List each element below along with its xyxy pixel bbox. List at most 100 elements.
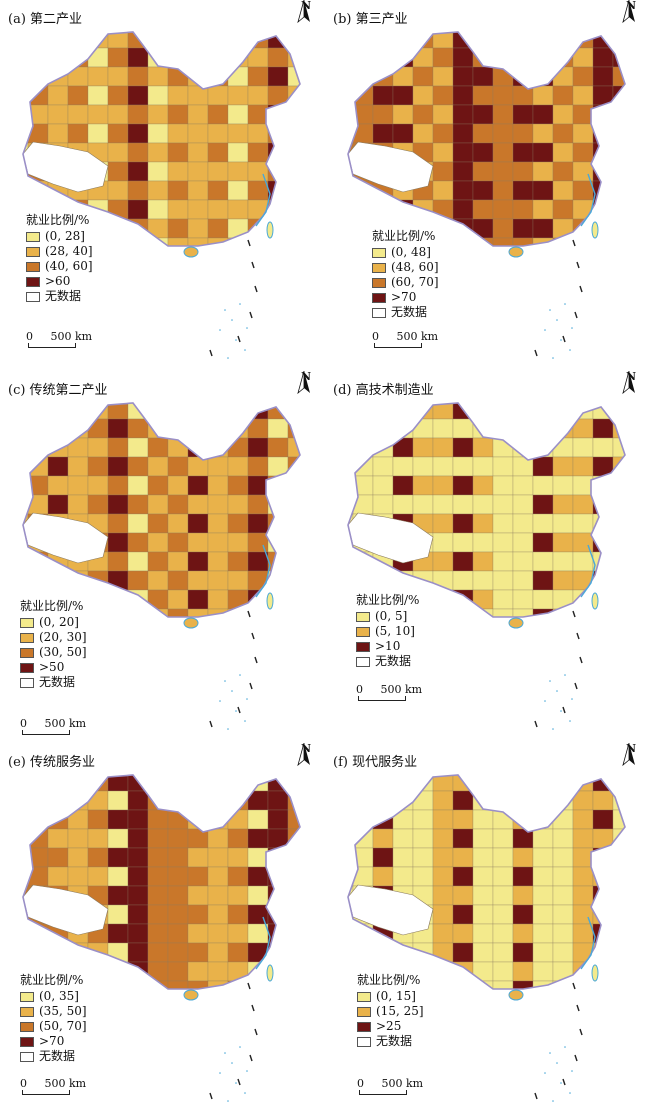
region-cell: [147, 199, 169, 220]
region-cell: [127, 494, 149, 515]
region-cell: [23, 123, 29, 144]
region-cell: [187, 551, 209, 572]
region-cell: [167, 47, 189, 68]
map-panel: (c) 传统第二产业 N: [0, 371, 325, 742]
region-cell: [412, 123, 434, 144]
region-cell: [187, 809, 209, 830]
region-cell: [267, 866, 289, 887]
region-cell: [432, 847, 454, 868]
legend-item: >50: [20, 660, 87, 675]
region-cell: [107, 923, 129, 944]
region-cell: [512, 775, 534, 792]
region-cell: [167, 980, 189, 989]
region-cell: [87, 66, 109, 87]
region-cell: [612, 180, 625, 201]
region-cell: [47, 85, 69, 106]
region-cell: [492, 866, 514, 887]
scale-label: 0 500 km: [20, 717, 87, 730]
region-cell: [23, 199, 29, 220]
region-cell: [287, 847, 300, 868]
region-cell: [287, 980, 300, 989]
legend: 就业比例/% (0, 48] (48, 60] (60, 70] >70 无数据: [372, 229, 439, 320]
region-cell: [512, 494, 534, 515]
region-cell: [532, 570, 554, 591]
region-cell: [472, 85, 494, 106]
taiwan-island: [591, 221, 599, 239]
region-cell: [532, 775, 554, 792]
region-cell: [287, 475, 300, 496]
legend-swatch: [26, 246, 40, 257]
region-cell: [472, 551, 494, 572]
region-cell: [572, 828, 594, 849]
region-cell: [227, 513, 249, 534]
region-cell: [452, 790, 474, 811]
region-cell: [512, 809, 534, 830]
region-cell: [187, 475, 209, 496]
region-cell: [432, 589, 454, 610]
region-cell: [187, 418, 209, 439]
region-cell: [247, 66, 269, 87]
region-cell: [432, 161, 454, 182]
region-cell: [87, 608, 109, 617]
region-cell: [352, 403, 374, 420]
region-cell: [572, 866, 594, 887]
region-cell: [287, 131, 300, 149]
region-cell: [267, 494, 289, 515]
region-cell: [247, 85, 269, 106]
region-cell: [348, 790, 354, 811]
island-dot: [569, 720, 571, 722]
region-cell: [532, 866, 554, 887]
region-cell: [247, 551, 269, 572]
region-cell: [348, 66, 354, 87]
region-cell: [352, 237, 374, 246]
region-cell: [247, 104, 269, 125]
island-dot: [227, 1100, 229, 1102]
region-cell: [167, 866, 189, 887]
region-cell: [227, 199, 249, 220]
region-cell: [287, 570, 300, 591]
region-cell: [107, 142, 129, 163]
region-cell: [207, 418, 229, 439]
island-dot: [569, 1092, 571, 1094]
taiwan-island: [266, 592, 274, 610]
region-cell: [287, 923, 300, 944]
choropleth-map: [22, 31, 301, 359]
scale-bar: 0 500 km: [20, 717, 86, 735]
region-cell: [287, 580, 300, 598]
region-cell: [592, 123, 614, 144]
north-arrow-icon: [297, 0, 310, 24]
scale-line: [358, 696, 406, 701]
region-cell: [392, 570, 414, 591]
region-cell: [247, 456, 269, 477]
legend-item: (5, 10]: [356, 624, 419, 639]
region-cell: [167, 403, 189, 420]
region-cell: [512, 418, 534, 439]
region-cell: [432, 142, 454, 163]
legend-label: (28, 40]: [45, 244, 93, 258]
region-cell: [147, 456, 169, 477]
region-cell: [107, 532, 129, 553]
region-cell: [472, 142, 494, 163]
north-arrow: N: [622, 371, 640, 395]
scale-line: [374, 343, 422, 348]
region-cell: [472, 847, 494, 868]
region-cell: [532, 218, 554, 239]
region-cell: [472, 66, 494, 87]
region-cell: [472, 437, 494, 458]
region-cell: [107, 123, 129, 144]
region-cell: [512, 980, 534, 989]
region-cell: [412, 809, 434, 830]
panel-title: (d) 高技术制造业: [333, 383, 434, 398]
region-cell: [147, 218, 169, 239]
region-cell: [47, 418, 69, 439]
region-cell: [287, 775, 300, 792]
region-cell: [147, 885, 169, 906]
region-cell: [247, 608, 269, 617]
panel-title: (b) 第三产业: [333, 12, 408, 27]
region-cell: [207, 961, 229, 982]
region-cell: [492, 980, 514, 989]
region-cell: [512, 942, 534, 963]
region-cell: [552, 85, 574, 106]
region-cell: [67, 809, 89, 830]
region-cell: [227, 123, 249, 144]
